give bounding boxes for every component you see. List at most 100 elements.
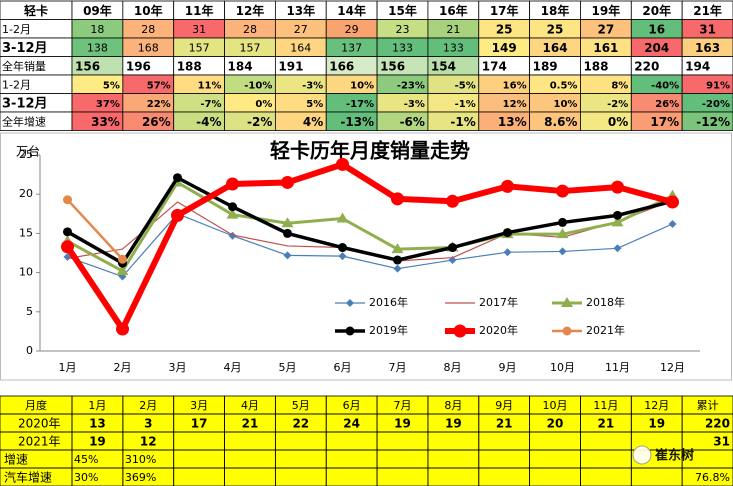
cell-text: 8.6%: [544, 115, 577, 129]
header-text: 6月: [343, 399, 361, 412]
row-label: 2020年: [18, 417, 61, 431]
cell-text: 137: [341, 41, 362, 54]
cell-text: 37%: [96, 99, 120, 110]
cell-text: 19: [648, 417, 665, 431]
header-text: 11年: [185, 3, 214, 18]
series-line: [66, 198, 124, 261]
cell-text: 19: [394, 417, 411, 431]
cell-text: 19: [89, 435, 106, 449]
cell-text: -5%: [455, 80, 476, 91]
table-cell: [681, 467, 733, 486]
x-tick-label: 4月: [224, 361, 242, 374]
cell-text: 25: [496, 22, 513, 36]
x-tick-label: 6月: [334, 361, 352, 374]
cell-text: 12: [140, 435, 157, 449]
cell-text: -23%: [397, 80, 425, 91]
y-tick-label: 5: [26, 305, 33, 318]
x-tick-label: 11月: [605, 361, 630, 374]
cell-text: 204: [644, 41, 669, 55]
cell-text: 0%: [255, 99, 272, 110]
header-text: 20年: [642, 3, 671, 18]
point-marker: [393, 264, 402, 273]
header-text: 8月: [444, 399, 462, 412]
point-marker: [503, 228, 512, 238]
header-text: 17年: [490, 3, 519, 18]
header-text: 7月: [394, 399, 412, 412]
header-text: 12年: [236, 3, 265, 18]
cell-text: 133: [392, 41, 413, 54]
cell-text: 17%: [650, 115, 679, 129]
cell-text: 91%: [706, 80, 730, 91]
cell-text: 12%: [503, 99, 527, 110]
y-tick-label: 10: [19, 266, 33, 279]
header-text: 09年: [83, 3, 112, 18]
point-marker: [226, 208, 239, 219]
cell-text: 188: [583, 59, 608, 73]
point-marker: [668, 219, 677, 228]
cell-text: 11%: [198, 80, 222, 91]
cell-text: 310%: [125, 453, 156, 466]
cell-text: -2%: [607, 99, 628, 110]
header-text: 累计: [697, 399, 719, 412]
row-label: 全年销量: [2, 59, 46, 73]
point-marker: [116, 322, 129, 336]
cell-text: 189: [533, 59, 558, 73]
cell-text: 157: [189, 41, 210, 54]
point-marker: [558, 247, 567, 256]
cell-text: 25: [547, 22, 564, 36]
cell-text: 29: [345, 23, 359, 36]
header-text: 14年: [337, 3, 366, 18]
cell-text: 16%: [503, 80, 527, 91]
y-tick-label: 15: [19, 226, 33, 239]
point-marker: [283, 228, 292, 238]
row-label: 汽车增速: [4, 470, 52, 485]
legend-marker: [345, 326, 355, 336]
cell-text: -6%: [400, 115, 425, 129]
cell-text: -3%: [302, 80, 323, 91]
cell-text: 188: [177, 59, 202, 73]
cell-text: 10%: [554, 99, 578, 110]
header-text: 11月: [593, 399, 618, 412]
x-tick-label: 8月: [444, 361, 462, 374]
cell-text: 76.8%: [695, 471, 730, 484]
point-marker: [666, 195, 679, 209]
cell-text: 23: [396, 23, 410, 36]
header-text: 13年: [286, 3, 315, 18]
header-text: 1月: [88, 399, 106, 412]
point-marker: [611, 216, 624, 227]
point-marker: [118, 254, 127, 264]
header-text: 15年: [388, 3, 417, 18]
point-marker: [116, 265, 129, 276]
point-marker: [228, 202, 237, 212]
cell-text: 22%: [147, 99, 171, 110]
cell-text: 0.5%: [550, 80, 578, 91]
legend-marker: [346, 299, 354, 307]
cell-text: 369%: [125, 471, 156, 484]
cell-text: 28: [243, 23, 257, 36]
header-text: 3月: [190, 399, 208, 412]
row-label: 1-2月: [2, 78, 31, 91]
header-text: 18年: [541, 3, 570, 18]
cell-text: 191: [278, 59, 303, 73]
point-marker: [61, 240, 74, 254]
cell-text: 22: [292, 417, 309, 431]
x-tick-label: 1月: [59, 361, 77, 374]
cell-text: 30%: [74, 471, 98, 484]
cell-text: 184: [228, 59, 253, 73]
x-tick-label: 10月: [550, 361, 575, 374]
point-marker: [556, 228, 569, 239]
cell-text: 21: [446, 23, 460, 36]
point-marker: [283, 251, 292, 260]
point-marker: [63, 252, 72, 261]
cell-text: 31: [192, 23, 206, 36]
point-marker: [281, 175, 294, 189]
cell-text: -1%: [450, 115, 475, 129]
cell-text: 168: [138, 41, 159, 54]
point-marker: [391, 192, 404, 206]
cell-text: -10%: [244, 80, 272, 91]
legend-label: 2021年: [586, 323, 625, 337]
point-marker: [338, 252, 347, 261]
point-marker: [446, 194, 459, 208]
cell-text: -17%: [346, 99, 374, 110]
cell-text: 17: [191, 417, 208, 431]
